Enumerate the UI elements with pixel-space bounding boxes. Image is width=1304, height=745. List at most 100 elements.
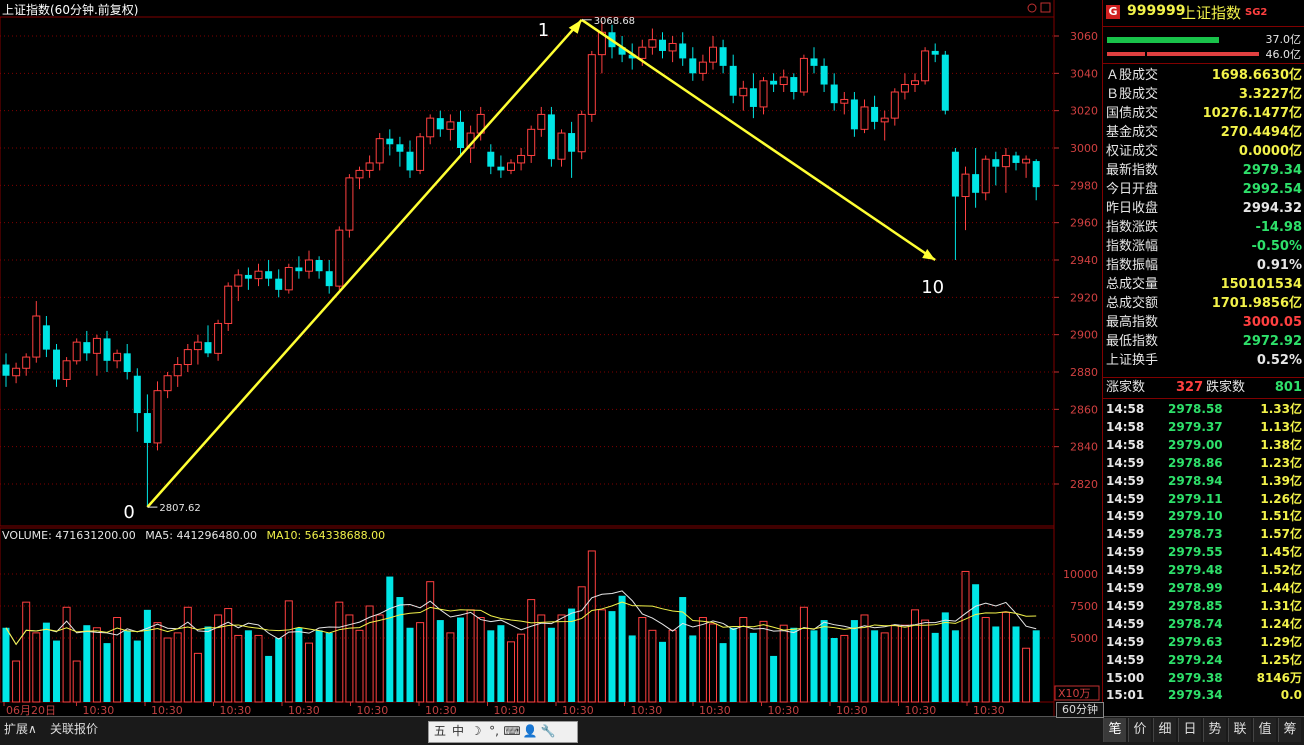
candle-down	[951, 151, 959, 197]
stat-value: 270.4494亿	[1220, 125, 1302, 140]
candle-up	[446, 121, 455, 130]
tick-time: 14:59	[1106, 634, 1145, 649]
candle-up	[214, 322, 223, 354]
panel-tab[interactable]: 价	[1128, 718, 1151, 742]
ime-toolbar[interactable]: 五中 ☽ °, ⌨ 👤 🔧	[428, 721, 578, 743]
tick-row[interactable]: 14:59 2979.48 1.52亿	[1106, 561, 1302, 579]
tick-row[interactable]: 14:58 2978.58 1.33亿	[1106, 400, 1302, 418]
stat-row: 昨日收盘 2994.32	[1106, 199, 1302, 218]
fall-count: 801	[1274, 380, 1302, 395]
ime-item[interactable]: 五	[433, 724, 446, 738]
ime-item[interactable]: 👤	[522, 724, 538, 738]
panel-tab[interactable]: 势	[1203, 718, 1226, 742]
tick-row[interactable]: 14:59 2979.55 1.45亿	[1106, 543, 1302, 561]
up-volume-value: 37.0亿	[1265, 33, 1302, 46]
candle-down	[719, 47, 727, 66]
panel-tab[interactable]: 日	[1178, 718, 1201, 742]
volume-bar-down	[123, 630, 131, 702]
candle-down	[133, 375, 141, 414]
rise-label: 涨家数	[1106, 380, 1146, 395]
tick-row[interactable]: 14:59 2979.10 1.51亿	[1106, 507, 1302, 525]
volume-bar-up	[335, 601, 344, 703]
candle-up	[981, 158, 990, 194]
candle-up	[92, 337, 101, 354]
volume-bar-up	[638, 617, 647, 703]
tick-vol: 1.26亿	[1260, 491, 1302, 506]
up-volume-bar	[1107, 37, 1219, 43]
tick-row[interactable]: 14:59 2979.11 1.26亿	[1106, 490, 1302, 508]
tick-time: 14:59	[1106, 455, 1145, 470]
tick-time: 14:59	[1106, 563, 1145, 578]
panel-tab[interactable]: 值	[1253, 718, 1276, 742]
related-quote-tab[interactable]: 关联报价	[50, 722, 99, 736]
stat-value: 0.52%	[1256, 353, 1302, 368]
volume-bar-down	[295, 627, 303, 702]
tick-time: 14:59	[1106, 473, 1145, 488]
tick-row[interactable]: 15:00 2979.38 8146万	[1106, 669, 1302, 687]
kline-chart[interactable]: 3060 3040 3020 3000 2980 2960 2940 2920 2900 2880…	[0, 0, 1102, 716]
time-axis-label: 10:30	[151, 704, 183, 716]
panel-tab[interactable]: 笔	[1103, 718, 1126, 742]
volume-bar-down	[830, 638, 838, 702]
panel-divider	[1103, 26, 1304, 27]
volume-bar-down	[1032, 630, 1040, 702]
candle-up	[335, 229, 344, 287]
tick-row[interactable]: 14:59 2979.63 1.29亿	[1106, 633, 1302, 651]
candle-down	[42, 325, 50, 350]
volume-bar-up	[961, 570, 970, 703]
volume-bar-up	[72, 660, 81, 703]
ime-item[interactable]: °,	[489, 724, 499, 738]
market-badge: G	[1106, 5, 1120, 19]
tick-row[interactable]: 14:59 2978.94 1.39亿	[1106, 472, 1302, 490]
candle-up	[911, 80, 919, 86]
tick-vol: 1.52亿	[1260, 563, 1302, 578]
candle-up	[527, 128, 536, 156]
volume-bar-up	[981, 617, 990, 703]
tick-row[interactable]: 14:58 2979.00 1.38亿	[1106, 436, 1302, 454]
tick-time: 15:01	[1106, 688, 1145, 703]
candle-down	[123, 353, 131, 372]
panel-tab[interactable]: 联	[1228, 718, 1251, 742]
volume-bar-up	[153, 622, 162, 703]
stat-value: 150101534	[1220, 277, 1302, 292]
candle-down	[628, 54, 636, 59]
tick-row[interactable]: 14:59 2978.85 1.31亿	[1106, 597, 1302, 615]
volume-bar-up	[163, 637, 172, 703]
stat-value: 10276.1477亿	[1202, 106, 1302, 121]
volume-bar-up	[1022, 647, 1031, 703]
ime-item[interactable]: ⌨	[503, 724, 521, 738]
candle-up	[638, 46, 647, 59]
panel-tab[interactable]: 筹	[1278, 718, 1301, 742]
panel-tab[interactable]: 细	[1153, 718, 1176, 742]
tick-row[interactable]: 14:58 2979.37 1.13亿	[1106, 418, 1302, 436]
volume-bar-down	[406, 627, 414, 702]
tick-row[interactable]: 14:59 2978.86 1.23亿	[1106, 454, 1302, 472]
high-price-label: 3068.68	[594, 16, 635, 27]
expand-tab[interactable]: 扩展∧	[4, 722, 37, 736]
ime-item[interactable]: 中	[451, 724, 464, 738]
stat-label: 最低指数	[1106, 334, 1159, 349]
volume-bar-down	[436, 620, 444, 702]
ime-item[interactable]: 🔧	[540, 724, 556, 738]
stat-value: 3000.05	[1242, 315, 1302, 330]
volume-bar-down	[790, 627, 798, 702]
volume-bar-down	[951, 630, 959, 702]
rise-count: 327	[1176, 380, 1204, 395]
tick-row[interactable]: 14:59 2978.73 1.57亿	[1106, 525, 1302, 543]
price-axis-label: 3060	[1070, 30, 1098, 43]
panel-divider	[1103, 377, 1304, 378]
tick-row[interactable]: 14:59 2978.99 1.44亿	[1106, 579, 1302, 597]
price-axis-label: 2940	[1070, 254, 1098, 267]
ime-item[interactable]: ☽	[470, 724, 482, 738]
tick-row[interactable]: 15:01 2979.34 0.0	[1106, 686, 1302, 704]
stat-label: 指数涨跌	[1106, 220, 1159, 235]
tick-row[interactable]: 14:59 2979.24 1.25亿	[1106, 651, 1302, 669]
period-selector[interactable]: 60分钟	[1056, 702, 1104, 718]
tick-row[interactable]: 14:59 2978.74 1.24亿	[1106, 615, 1302, 633]
volume-bar-down	[42, 622, 50, 702]
tick-price: 2979.48	[1168, 563, 1223, 578]
candle-up	[416, 136, 425, 171]
candle-up	[173, 364, 182, 377]
volume-bar-up	[224, 608, 233, 703]
candle-down	[931, 50, 939, 55]
